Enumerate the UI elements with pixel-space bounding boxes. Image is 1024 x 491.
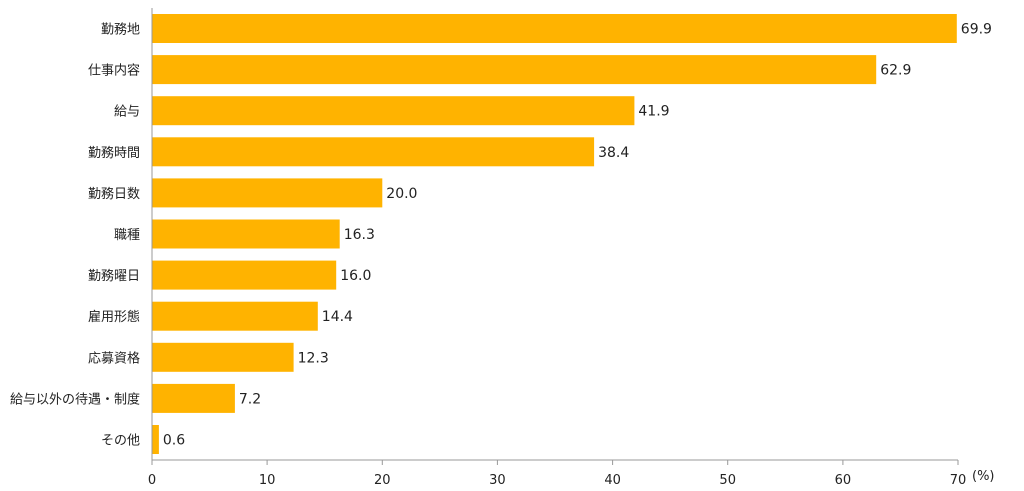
bar <box>152 383 235 413</box>
x-tick-label: 30 <box>489 473 506 488</box>
value-label: 69.9 <box>961 22 992 38</box>
category-label: その他 <box>101 434 140 449</box>
bar <box>152 425 159 454</box>
x-tick-label: 20 <box>374 473 391 488</box>
bar <box>152 342 294 372</box>
x-tick-label: 50 <box>719 473 736 488</box>
value-label: 62.9 <box>880 63 911 79</box>
x-axis-unit-label: (%) <box>972 469 995 484</box>
category-label: 勤務時間 <box>88 146 140 161</box>
category-label: 雇用形態 <box>88 309 140 325</box>
x-tick-label: 60 <box>835 473 852 488</box>
value-label: 14.4 <box>322 309 353 325</box>
category-labels-group: 勤務地仕事内容給与勤務時間勤務日数職種勤務曜日雇用形態応募資格給与以外の待遇・制… <box>10 23 140 449</box>
bar <box>152 96 635 126</box>
bar <box>152 219 340 249</box>
category-label: 勤務地 <box>101 23 140 38</box>
bar <box>152 301 318 331</box>
bar <box>152 178 383 208</box>
x-tick-label: 10 <box>259 473 276 488</box>
category-label: 勤務日数 <box>88 187 140 202</box>
x-tick-label: 40 <box>604 473 621 488</box>
bar <box>152 260 337 290</box>
value-label: 0.6 <box>163 433 185 449</box>
value-label: 7.2 <box>239 391 261 407</box>
category-label: 給与以外の待遇・制度 <box>10 391 140 407</box>
x-ticks-group: 0 10 20 30 40 50 60 70 <box>148 460 966 488</box>
value-label: 16.3 <box>344 227 375 243</box>
category-label: 仕事内容 <box>88 63 140 79</box>
category-label: 勤務曜日 <box>88 269 140 284</box>
value-label: 38.4 <box>598 145 629 161</box>
bars-group <box>152 14 957 454</box>
value-label: 20.0 <box>386 186 417 202</box>
category-label: 職種 <box>114 227 140 243</box>
bar <box>152 137 595 167</box>
x-tick-label: 70 <box>950 473 967 488</box>
category-label: 応募資格 <box>88 350 140 366</box>
bar <box>152 14 957 43</box>
value-labels-group: 69.9 62.9 41.9 38.4 20.0 16.3 16.0 14.4 12.3 7.2 0… <box>163 22 992 449</box>
value-label: 16.0 <box>340 268 371 284</box>
x-tick-label: 0 <box>148 473 156 488</box>
bar <box>152 55 877 85</box>
value-label: 12.3 <box>298 350 329 366</box>
category-label: 給与 <box>114 105 140 120</box>
value-label: 41.9 <box>638 104 669 120</box>
